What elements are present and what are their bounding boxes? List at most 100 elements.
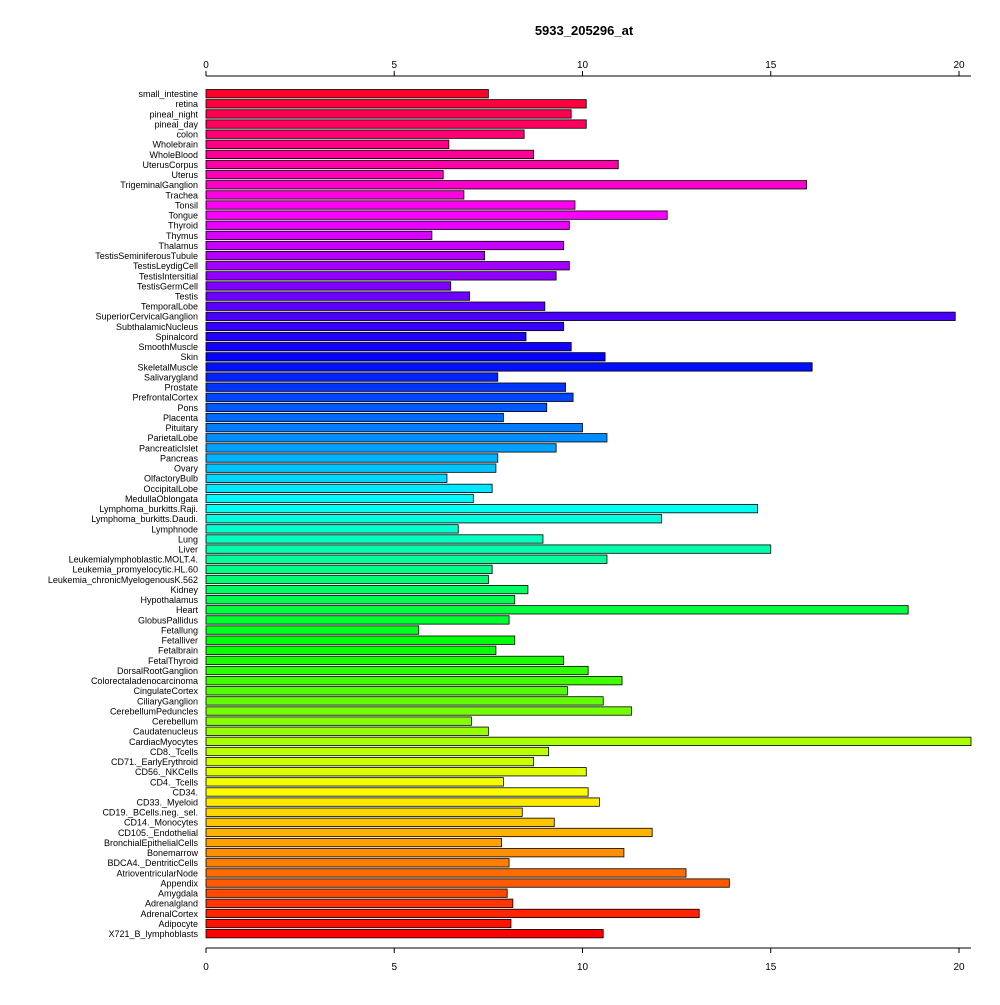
category-label: Thyroid	[168, 221, 198, 231]
category-label: MedullaOblongata	[125, 494, 198, 504]
category-label: colon	[176, 130, 198, 140]
category-label: CD19._BCells.neg._sel.	[102, 808, 198, 818]
category-label: Salivarygland	[144, 372, 198, 382]
bar	[205, 99, 587, 109]
category-label: CD105._Endothelial	[118, 828, 198, 838]
bar	[205, 483, 493, 493]
category-label: TrigeminalGanglion	[120, 180, 198, 190]
bar	[205, 291, 470, 301]
category-label: TestisIntersitial	[139, 271, 198, 281]
bar	[205, 554, 608, 564]
category-label: Adrenalgland	[145, 899, 198, 909]
bar	[205, 817, 555, 827]
bar	[205, 382, 566, 392]
category-label: Pancreas	[160, 453, 199, 463]
bar	[205, 240, 565, 251]
bar	[205, 524, 459, 534]
bar	[205, 331, 527, 342]
category-label: pineal_day	[154, 119, 198, 129]
bar	[205, 443, 557, 453]
category-label: CD56._NKCells	[135, 767, 199, 777]
category-labels: small_intestineretinapineal_nightpineal_…	[48, 89, 199, 939]
bar	[205, 655, 565, 666]
bar	[205, 261, 570, 271]
category-label: TestisSeminiferousTubule	[95, 251, 198, 261]
bar	[205, 190, 465, 200]
category-label: Wholebrain	[152, 140, 198, 150]
bar	[205, 504, 758, 514]
bar	[205, 402, 548, 413]
bar	[205, 767, 587, 777]
category-label: Leukemia_chronicMyelogenousK.562	[48, 575, 198, 585]
bar	[205, 918, 512, 929]
bar	[205, 281, 452, 291]
bottom-x-tick-label: 15	[765, 962, 777, 973]
category-label: X721_B_lymphoblasts	[108, 929, 198, 939]
bar	[205, 615, 510, 625]
bar	[205, 149, 534, 160]
category-label: Uterus	[171, 170, 198, 180]
bar	[205, 251, 486, 261]
bar	[205, 686, 568, 696]
bar	[205, 453, 499, 463]
category-label: Prostate	[164, 383, 198, 393]
bar	[205, 584, 529, 595]
category-label: SubthalamicNucleus	[116, 322, 199, 332]
bar	[205, 412, 504, 423]
bar	[205, 352, 606, 362]
bar	[205, 89, 489, 99]
bar	[205, 473, 448, 483]
category-label: PancreaticIslet	[139, 443, 199, 453]
bar	[205, 321, 565, 332]
axes: 0 5 10 15 20 0 5 10 15 20	[203, 60, 971, 973]
bar	[205, 180, 807, 190]
category-label: pineal_night	[149, 109, 198, 119]
bottom-x-tick-label: 20	[953, 962, 965, 973]
bar	[205, 665, 589, 676]
bar	[205, 301, 546, 311]
category-label: BronchialEpithelialCells	[104, 838, 199, 848]
category-label: TestisGermCell	[137, 281, 198, 291]
category-label: CD14._Monocytes	[124, 818, 199, 828]
top-x-tick-label: 20	[953, 60, 965, 71]
bar	[205, 858, 510, 868]
category-label: TestisLeydigCell	[133, 261, 198, 271]
bar	[205, 797, 600, 807]
bar	[205, 433, 608, 443]
bar	[205, 595, 516, 605]
bar	[205, 736, 972, 746]
bar	[205, 868, 687, 878]
category-label: Amygdala	[158, 889, 198, 899]
category-label: AdrenalCortex	[140, 909, 198, 919]
bar	[205, 544, 772, 554]
category-label: Lung	[178, 534, 198, 544]
bar	[205, 311, 956, 321]
bar	[205, 848, 625, 858]
category-label: Pons	[177, 403, 198, 413]
category-label: CingulateCortex	[133, 686, 198, 696]
bar	[205, 493, 474, 504]
category-label: CD33._Myeloid	[136, 798, 198, 808]
category-label: DorsalRootGanglion	[117, 666, 198, 676]
category-label: OlfactoryBulb	[144, 474, 198, 484]
category-label: TemporalLobe	[141, 302, 198, 312]
bar	[205, 129, 525, 139]
bar	[205, 635, 516, 645]
category-label: CD71._EarlyErythroid	[111, 757, 198, 767]
category-label: Trachea	[165, 190, 198, 200]
category-label: Spinalcord	[155, 332, 198, 342]
bar	[205, 878, 730, 888]
bar	[205, 716, 472, 726]
category-label: OccipitalLobe	[143, 484, 198, 494]
bar	[205, 220, 570, 230]
category-label: UterusCorpus	[142, 160, 198, 170]
category-label: SmoothMuscle	[138, 342, 198, 352]
category-label: Testis	[175, 292, 199, 302]
category-label: Lymphoma_burkitts.Daudi.	[91, 514, 198, 524]
category-label: Lymphnode	[151, 524, 198, 534]
category-label: Thymus	[166, 231, 199, 241]
bar	[205, 908, 700, 919]
top-x-tick-label: 5	[391, 60, 397, 71]
